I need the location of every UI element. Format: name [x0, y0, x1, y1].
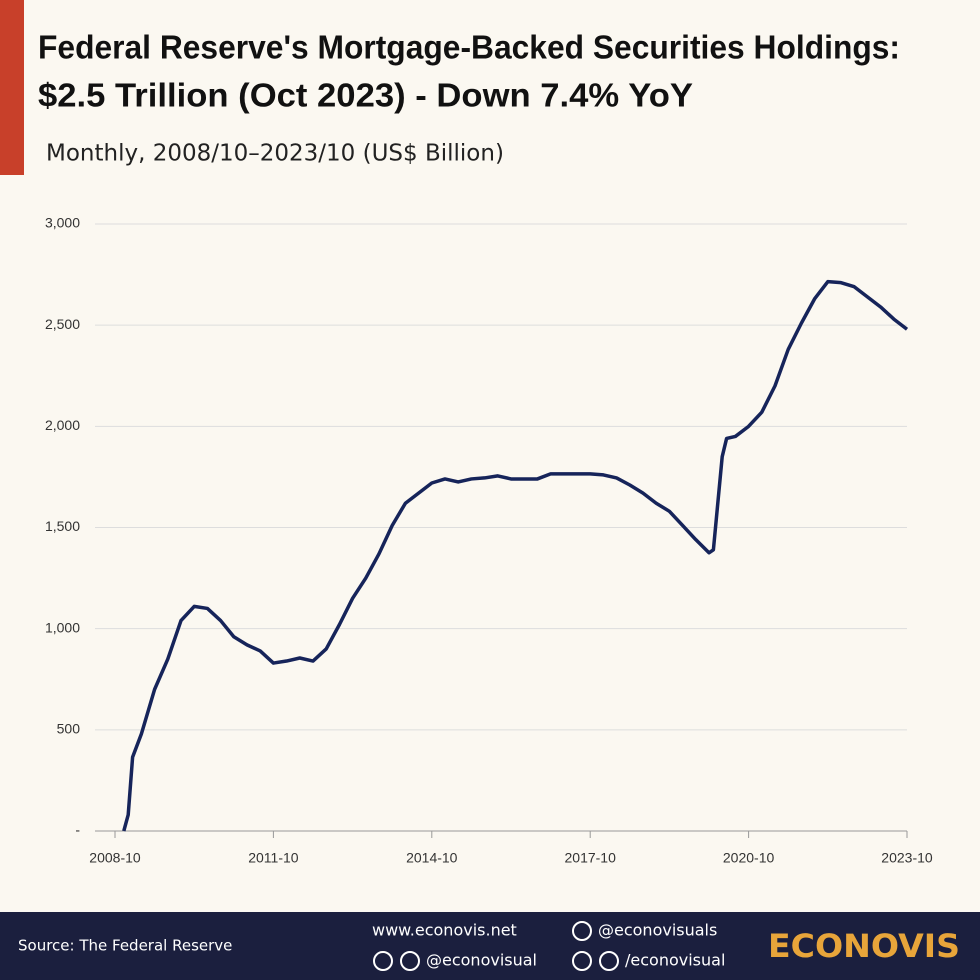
chart-title: $2.5 Trillion (Oct 2023) - Down 7.4% YoY [38, 77, 693, 114]
y-tick-label: 2,000 [45, 417, 80, 433]
x-tick-label: 2020-10 [723, 850, 775, 866]
handle: @econovisual [426, 951, 537, 970]
handle: /econovisual [625, 951, 725, 970]
chart-title: Federal Reserve's Mortgage-Backed Securi… [38, 29, 900, 66]
chart-subtitle: Monthly, 2008/10–2023/10 (US$ Billion) [46, 141, 504, 167]
footer [0, 912, 980, 980]
x-tick-label: 2014-10 [406, 850, 458, 866]
youtube-icon [400, 951, 420, 971]
facebook-icon [572, 951, 592, 971]
handle: @econovisuals [598, 921, 717, 940]
y-tick-label: 1,500 [45, 518, 80, 534]
x-tick-label: 2008-10 [89, 850, 141, 866]
y-tick-label: 500 [57, 721, 81, 737]
x-tick-label: 2023-10 [881, 850, 933, 866]
instagram-icon [373, 951, 393, 971]
website: www.econovis.net [372, 921, 517, 940]
y-tick-label: 1,000 [45, 619, 80, 635]
twitter-icon [572, 921, 592, 941]
y-tick-label: 3,000 [45, 215, 80, 231]
source: Source: The Federal Reserve [18, 937, 232, 955]
x-tick-label: 2011-10 [248, 850, 299, 866]
accent-bar [0, 0, 24, 175]
y-tick-label: 2,500 [45, 316, 80, 332]
x-tick-label: 2017-10 [565, 850, 617, 866]
y-tick-label: - [75, 822, 80, 838]
linkedin-icon [599, 951, 619, 971]
line-series [122, 279, 909, 832]
logo: ECONOVIS [768, 927, 960, 965]
